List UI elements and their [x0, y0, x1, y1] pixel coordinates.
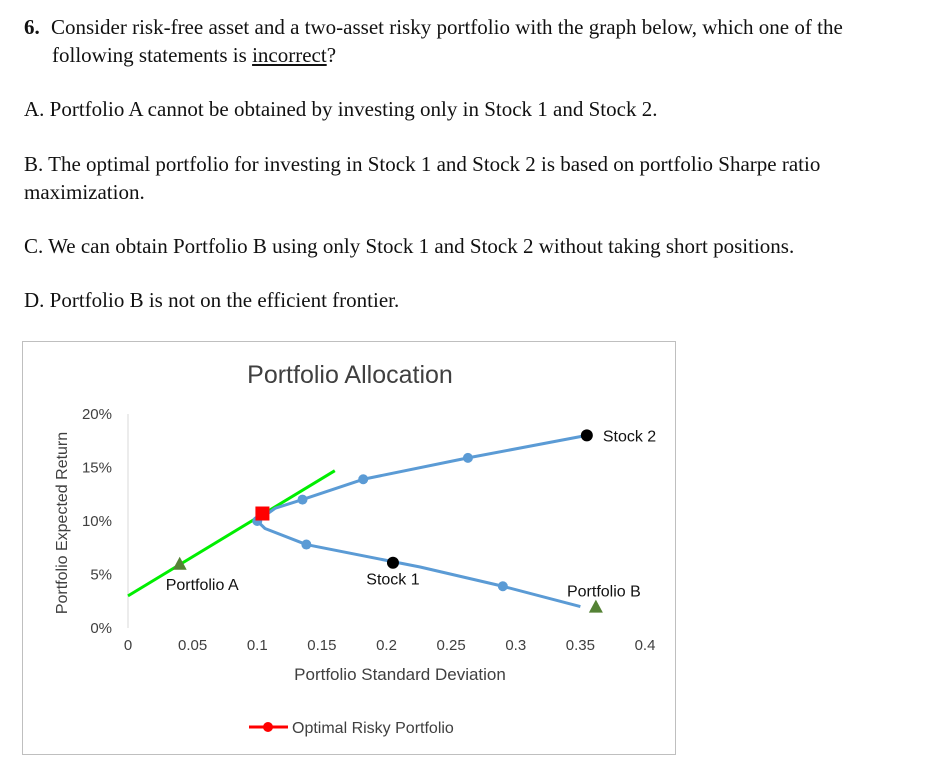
option-b-text-line1: B. The optimal portfolio for investing i…: [24, 152, 821, 176]
chart-frame: Portfolio Allocation Portfolio Expected …: [22, 341, 676, 755]
point-optimal-risky-portfolio: [255, 506, 270, 521]
legend: Optimal Risky Portfolio: [249, 720, 454, 737]
y-axis-label: Portfolio Expected Return: [54, 432, 71, 614]
option-d: D. Portfolio B is not on the efficient f…: [24, 286, 399, 314]
x-tick-labels: 0 0.05 0.1 0.15 0.2 0.25 0.3 0.35 0.4: [124, 637, 656, 654]
frontier-point: [462, 452, 473, 463]
option-b-text-line2: maximization.: [24, 180, 145, 204]
y-tick-label: 5%: [90, 567, 112, 584]
efficient-frontier-line: [255, 433, 588, 609]
question-line2: following statements is incorrect?: [52, 41, 336, 69]
y-tick-labels: 0% 5% 10% 15% 20%: [82, 406, 112, 637]
points-layer: Stock 1 Stock 2 Portfolio A Portfolio B: [166, 428, 656, 613]
option-d-text: D. Portfolio B is not on the efficient f…: [24, 288, 400, 312]
label-portfolio-a: Portfolio A: [166, 577, 239, 594]
question-keyword-incorrect: incorrect: [252, 43, 327, 67]
x-tick-label: 0.3: [505, 637, 526, 654]
label-portfolio-b: Portfolio B: [567, 584, 641, 601]
point-portfolio-a: [172, 556, 187, 570]
x-tick-label: 0.35: [566, 637, 595, 654]
series-layer: [127, 433, 588, 609]
question-number: 6.: [24, 15, 40, 39]
y-tick-label: 0%: [90, 620, 112, 637]
portfolio-allocation-chart: Portfolio Allocation Portfolio Expected …: [54, 361, 656, 737]
question: 6. Consider risk-free asset and a two-as…: [24, 13, 843, 41]
x-tick-label: 0.05: [178, 637, 207, 654]
x-tick-label: 0.25: [437, 637, 466, 654]
option-b: B. The optimal portfolio for investing i…: [24, 150, 820, 206]
question-text-line1: Consider risk-free asset and a two-asset…: [51, 15, 843, 39]
label-stock-1: Stock 1: [366, 572, 419, 589]
point-portfolio-b: [588, 599, 603, 613]
question-text-line2-pre: following statements is: [52, 43, 253, 67]
option-c-text: C. We can obtain Portfolio B using only …: [24, 234, 795, 258]
y-tick-label: 20%: [82, 406, 112, 423]
x-tick-label: 0.15: [307, 637, 336, 654]
option-c: C. We can obtain Portfolio B using only …: [24, 232, 794, 260]
label-stock-2: Stock 2: [603, 428, 656, 445]
frontier-point: [301, 539, 312, 550]
x-axis-label: Portfolio Standard Deviation: [294, 665, 506, 684]
x-tick-label: 0.1: [247, 637, 268, 654]
x-tick-label: 0.2: [376, 637, 397, 654]
point-stock-2: [580, 429, 593, 442]
legend-swatch-marker: [263, 722, 273, 732]
x-tick-label: 0: [124, 637, 132, 654]
point-stock-1: [386, 556, 399, 569]
y-tick-label: 15%: [82, 460, 112, 477]
y-tick-label: 10%: [82, 513, 112, 530]
option-a-text: A. Portfolio A cannot be obtained by inv…: [24, 97, 658, 121]
frontier-point: [358, 474, 369, 485]
frontier-point: [497, 581, 508, 592]
question-text-line2-post: ?: [326, 43, 337, 67]
frontier-point: [297, 494, 308, 505]
chart-title: Portfolio Allocation: [247, 361, 453, 389]
legend-label-optimal-risky-portfolio: Optimal Risky Portfolio: [292, 720, 454, 737]
option-a: A. Portfolio A cannot be obtained by inv…: [24, 95, 657, 123]
x-tick-label: 0.4: [635, 637, 656, 654]
capital-allocation-line: [127, 469, 336, 598]
